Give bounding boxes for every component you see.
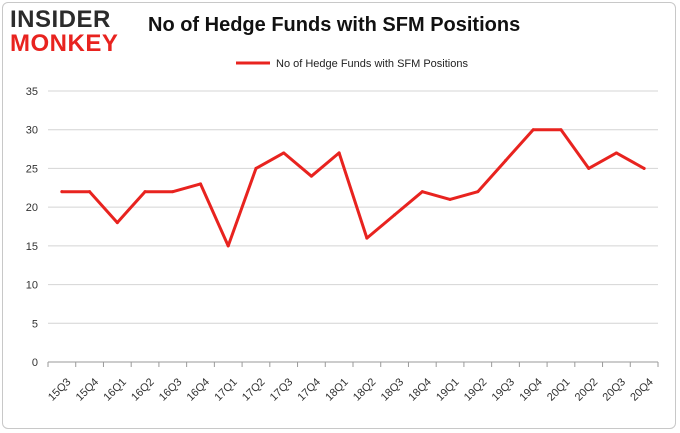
x-tick-label: 19Q3 bbox=[490, 376, 518, 404]
x-tick-label: 17Q3 bbox=[268, 376, 296, 404]
data-point bbox=[504, 159, 507, 163]
data-point bbox=[309, 174, 313, 178]
data-point bbox=[448, 197, 452, 201]
data-point bbox=[642, 166, 646, 170]
logo-bottom-text: MONKEY bbox=[10, 30, 119, 57]
y-tick-label: 10 bbox=[26, 280, 38, 292]
x-tick-label: 17Q1 bbox=[212, 376, 240, 404]
x-tick-label: 18Q2 bbox=[351, 376, 379, 404]
data-point bbox=[226, 244, 230, 248]
y-tick-label: 0 bbox=[32, 357, 38, 369]
grid-layer bbox=[48, 90, 658, 324]
x-tick-label: 20Q1 bbox=[545, 376, 573, 404]
x-tick-label: 15Q3 bbox=[46, 376, 74, 404]
legend: No of Hedge Funds with SFM Positions bbox=[236, 58, 468, 70]
x-tick-label: 18Q1 bbox=[323, 376, 351, 404]
series-line bbox=[60, 128, 646, 248]
chart-title: No of Hedge Funds with SFM Positions bbox=[148, 14, 521, 36]
data-point bbox=[420, 190, 424, 194]
data-point bbox=[365, 236, 369, 240]
x-tick-label: 20Q4 bbox=[628, 376, 656, 404]
insider-monkey-logo: INSIDER MONKEY bbox=[10, 6, 130, 57]
data-point bbox=[614, 151, 618, 155]
x-tick-label: 20Q3 bbox=[601, 376, 629, 404]
x-tick-label: 19Q4 bbox=[517, 376, 545, 404]
x-tick-label: 18Q3 bbox=[379, 376, 407, 404]
x-tick-label: 15Q4 bbox=[74, 376, 102, 404]
data-point bbox=[337, 151, 341, 155]
y-tick-label: 15 bbox=[26, 241, 38, 253]
data-point bbox=[60, 190, 64, 194]
data-point bbox=[88, 190, 92, 194]
data-point bbox=[282, 151, 286, 155]
data-point bbox=[393, 213, 397, 217]
x-tick-label: 16Q3 bbox=[157, 376, 185, 404]
x-tick-label: 19Q1 bbox=[434, 376, 462, 404]
x-tick-label: 16Q1 bbox=[101, 376, 129, 404]
data-point bbox=[587, 166, 591, 170]
chart-frame bbox=[2, 2, 676, 429]
y-tick-label: 5 bbox=[32, 318, 38, 330]
data-point bbox=[199, 182, 202, 186]
x-tick-label: 17Q2 bbox=[240, 376, 268, 404]
y-tick-label: 25 bbox=[26, 163, 38, 175]
data-point bbox=[531, 128, 535, 132]
x-tick-label: 16Q2 bbox=[129, 376, 157, 404]
series-layer bbox=[60, 128, 646, 248]
data-point bbox=[476, 190, 480, 194]
x-tick-label: 20Q2 bbox=[573, 376, 601, 404]
data-point bbox=[171, 190, 175, 194]
x-tick-label: 17Q4 bbox=[296, 376, 324, 404]
data-point bbox=[559, 128, 563, 132]
data-point bbox=[115, 221, 119, 225]
y-tick-label: 30 bbox=[26, 125, 38, 137]
x-tick-label: 16Q4 bbox=[185, 376, 213, 404]
x-tick-label: 19Q2 bbox=[462, 376, 490, 404]
logo-top-text: INSIDER bbox=[10, 6, 111, 33]
legend-label: No of Hedge Funds with SFM Positions bbox=[276, 58, 468, 70]
x-tick-label: 18Q4 bbox=[406, 376, 434, 404]
data-point bbox=[254, 166, 258, 170]
data-point bbox=[143, 190, 147, 194]
y-tick-label: 20 bbox=[26, 202, 38, 214]
y-tick-label: 35 bbox=[26, 86, 38, 98]
